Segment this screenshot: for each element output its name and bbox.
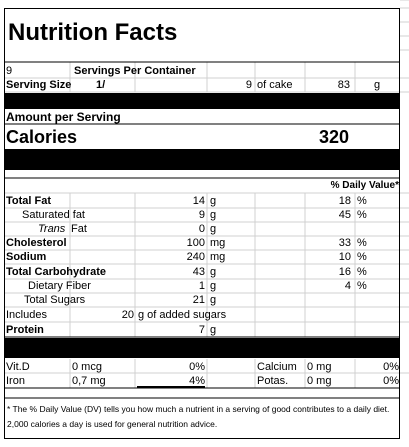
- serving-fraction: 1/: [96, 79, 106, 91]
- nutrient-dv: 10: [338, 251, 351, 263]
- nutrient-name: Total Carbohydrate: [6, 266, 107, 278]
- mineral-name: Potas.: [257, 375, 289, 387]
- nutrient-amount: 9: [198, 209, 205, 221]
- mineral-name: Calcium: [257, 361, 297, 373]
- nutrient-dv: 4: [344, 280, 351, 292]
- nutrient-dv-unit: %: [357, 266, 367, 278]
- mineral-dv: 0%: [383, 375, 399, 387]
- nutrient-dv-unit: %: [357, 280, 367, 292]
- protein-amount: 7: [198, 324, 205, 336]
- nutrient-unit: g: [210, 294, 217, 306]
- protein-unit: g: [210, 324, 217, 336]
- nutrient-dv: 18: [338, 195, 351, 207]
- servings-label: Servings Per Container: [74, 65, 196, 77]
- nutrient-dv-unit: %: [357, 195, 367, 207]
- mineral-dv: 0%: [383, 361, 399, 373]
- nutrient-name: Saturated fat: [22, 209, 85, 221]
- serving-unit: g: [374, 79, 381, 91]
- calories-label: Calories: [6, 127, 78, 147]
- nutrient-amount: 0: [198, 223, 205, 235]
- nutrient-name: Sodium: [6, 251, 47, 263]
- daily-value-header: % Daily Value*: [330, 180, 399, 191]
- nutrient-name: Cholesterol: [6, 237, 67, 249]
- serving-grams: 83: [337, 79, 350, 91]
- serving-unit-label: of cake: [257, 79, 293, 91]
- nutrient-unit: g: [210, 223, 217, 235]
- nutrient-unit: g: [210, 195, 217, 207]
- black-bar: [4, 93, 400, 109]
- black-bar: [4, 338, 400, 358]
- vitamin-name: Vit.D: [6, 361, 30, 373]
- vitamin-name: Iron: [6, 375, 25, 387]
- title: Nutrition Facts: [8, 19, 178, 46]
- nutrient-amount: 100: [186, 237, 205, 249]
- amount-per-serving: Amount per Serving: [6, 110, 121, 124]
- serving-size-label: Serving Size: [6, 79, 72, 91]
- nutrient-amount: 21: [192, 294, 205, 306]
- black-bar: [4, 149, 400, 170]
- servings-count: 9: [6, 65, 13, 77]
- protein-label: Protein: [6, 324, 44, 336]
- added-sugars-unit: g of added sugars: [138, 309, 227, 321]
- nutrient-dv-unit: %: [357, 209, 367, 221]
- nutrient-amount: 14: [192, 195, 205, 207]
- nutrient-name: Total Fat: [6, 195, 52, 207]
- mineral-amount: 0 mg: [307, 361, 332, 373]
- nutrient-amount: 43: [192, 266, 205, 278]
- nutrient-dv-unit: %: [357, 251, 367, 263]
- nutrient-amount: 240: [186, 251, 205, 263]
- cell-grid: [4, 0, 409, 388]
- nutrient-dv-unit: %: [357, 237, 367, 249]
- vitamin-dv: 0%: [189, 361, 205, 373]
- nutrient-name: Total Sugars: [24, 294, 86, 306]
- nutrient-dv: 33: [338, 237, 351, 249]
- nutrient-unit: g: [210, 209, 217, 221]
- mineral-amount: 0 mg: [307, 375, 332, 387]
- added-sugars-amount: 20: [121, 309, 134, 321]
- nutrient-dv: 16: [338, 266, 351, 278]
- nutrient-amount: 1: [198, 280, 205, 292]
- nutrient-name: Fat: [71, 223, 87, 235]
- vitamin-dv: 4%: [189, 375, 205, 387]
- nutrient-unit: g: [210, 266, 217, 278]
- calories-value: 320: [318, 127, 349, 147]
- vitamin-amount: 0 mcg: [72, 361, 102, 373]
- nutrient-name: Trans: [38, 223, 66, 235]
- vitamin-amount: 0,7 mg: [72, 375, 106, 387]
- nutrient-name: Dietary Fiber: [28, 280, 91, 292]
- footnote: * The % Daily Value (DV) tells you how m…: [7, 404, 390, 429]
- nutrient-unit: mg: [210, 237, 226, 249]
- includes-label: Includes: [6, 309, 47, 321]
- serving-denominator: 9: [245, 79, 252, 91]
- nutrient-unit: g: [210, 280, 217, 292]
- nutrient-dv: 45: [338, 209, 351, 221]
- nutrient-unit: mg: [210, 251, 226, 263]
